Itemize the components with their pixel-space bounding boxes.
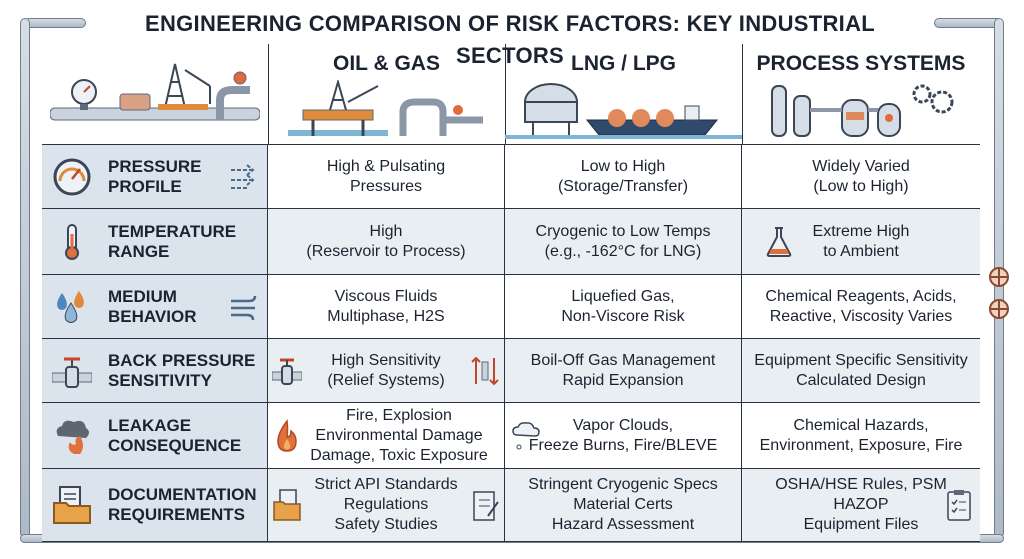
cell-oil-gas: High (Reservoir to Process) bbox=[268, 209, 505, 274]
cell-process-systems: Extreme High to Ambient bbox=[742, 209, 980, 274]
row-label: DOCUMENTATION REQUIREMENTS bbox=[108, 485, 257, 524]
column-title: LNG / LPG bbox=[571, 52, 676, 75]
cell-oil-gas: Strict API Standards Regulations Safety … bbox=[268, 469, 505, 541]
header-corner bbox=[42, 44, 268, 144]
column-title: OIL & GAS bbox=[333, 52, 440, 75]
row-label: LEAKAGE CONSEQUENCE bbox=[108, 415, 242, 455]
table-row: BACK PRESSURE SENSITIVITY High Sensitivi… bbox=[42, 338, 980, 402]
cell-process-systems: Widely Varied (Low to High) bbox=[812, 157, 910, 195]
column-header-process-systems: PROCESS SYSTEMS bbox=[742, 44, 980, 144]
page-title: ENGINEERING COMPARISON OF RISK FACTORS: … bbox=[144, 11, 876, 68]
folder-icon bbox=[273, 489, 301, 521]
cell-lng-lpg: Stringent Cryogenic Specs Material Certs… bbox=[505, 469, 742, 541]
smoke-fire-icon bbox=[56, 420, 89, 454]
pipe-top-left bbox=[24, 18, 86, 28]
flow-arrows-icon bbox=[231, 163, 255, 189]
header-divider bbox=[505, 44, 506, 144]
offshore-platform-icon bbox=[288, 80, 483, 136]
droplets-icon bbox=[57, 290, 84, 323]
valve-wheel-icon bbox=[989, 267, 1009, 319]
row-label: BACK PRESSURE SENSITIVITY bbox=[108, 350, 256, 390]
pressure-gauge-icon bbox=[53, 158, 91, 195]
column-header-lng-lpg: LNG / LPG bbox=[505, 44, 742, 144]
cell-oil-gas: Viscous Fluids Multiphase, H2S bbox=[268, 275, 505, 338]
header-divider bbox=[742, 44, 743, 144]
column-header-oil-gas: OIL & GAS bbox=[268, 44, 505, 144]
column-title: PROCESS SYSTEMS bbox=[756, 52, 966, 75]
row-label: MEDIUM BEHAVIOR bbox=[108, 286, 197, 326]
documents-folder-icon bbox=[53, 486, 91, 524]
row-header: LEAKAGE CONSEQUENCE bbox=[42, 403, 268, 468]
cell-oil-gas: High & Pulsating Pressures bbox=[268, 145, 505, 208]
process-plant-icon bbox=[771, 84, 954, 137]
pipe-top-right bbox=[934, 18, 1002, 28]
row-header: PRESSURE PROFILE bbox=[42, 145, 268, 208]
row-label: PRESSURE PROFILE bbox=[108, 156, 202, 196]
row-label: TEMPERATURE RANGE bbox=[108, 221, 237, 261]
row-header: MEDIUM BEHAVIOR bbox=[42, 275, 268, 338]
table-row: DOCUMENTATION REQUIREMENTS Strict API St… bbox=[42, 468, 980, 542]
lng-tanker-icon bbox=[505, 83, 742, 139]
wind-icon bbox=[231, 295, 257, 320]
cloud-icon bbox=[512, 421, 540, 449]
table-row: PRESSURE PROFILE High & Pulsating Pressu… bbox=[42, 144, 980, 208]
comparison-table: OIL & GAS LNG / LPG bbox=[42, 44, 980, 542]
checklist-icon bbox=[473, 491, 499, 521]
flask-icon bbox=[766, 226, 792, 257]
valve-icon bbox=[52, 357, 92, 388]
cell-lng-lpg: Vapor Clouds, Freeze Burns, Fire/BLEVE bbox=[505, 403, 742, 468]
pipe-left-vertical bbox=[20, 18, 30, 538]
pressure-arrows-icon bbox=[471, 356, 499, 385]
cell-lng-lpg: Cryogenic to Low Temps (e.g., -162°C for… bbox=[505, 209, 742, 274]
table-row: LEAKAGE CONSEQUENCE Fire, Explosion Envi… bbox=[42, 402, 980, 468]
table-row: TEMPERATURE RANGE High (Reservoir to Pro… bbox=[42, 208, 980, 274]
valve-icon bbox=[272, 358, 302, 385]
cell-process-systems: OSHA/HSE Rules, PSM HAZOP Equipment File… bbox=[742, 469, 980, 541]
cell-lng-lpg: Boil-Off Gas Management Rapid Expansion bbox=[505, 339, 742, 402]
clipboard-icon bbox=[947, 490, 971, 521]
cell-oil-gas: Fire, Explosion Environmental Damage Dam… bbox=[268, 403, 505, 468]
row-header: DOCUMENTATION REQUIREMENTS bbox=[42, 469, 268, 541]
table-row: MEDIUM BEHAVIOR Viscous Fluids Multiphas… bbox=[42, 274, 980, 338]
pump-station-icon bbox=[50, 63, 260, 121]
row-header: TEMPERATURE RANGE bbox=[42, 209, 268, 274]
cell-process-systems: Equipment Specific Sensitivity Calculate… bbox=[742, 339, 980, 402]
thermometer-icon bbox=[65, 223, 79, 260]
row-header: BACK PRESSURE SENSITIVITY bbox=[42, 339, 268, 402]
header-divider bbox=[268, 44, 269, 144]
fire-icon bbox=[277, 418, 297, 452]
cell-process-systems: Chemical Reagents, Acids, Reactive, Visc… bbox=[765, 287, 957, 325]
cell-lng-lpg: Liquefied Gas, Non-Viscore Risk bbox=[505, 275, 742, 338]
cell-lng-lpg: Low to High (Storage/Transfer) bbox=[505, 145, 742, 208]
cell-oil-gas: High Sensitivity (Relief Systems) bbox=[268, 339, 505, 402]
cell-process-systems: Chemical Hazards, Environment, Exposure,… bbox=[759, 416, 963, 454]
